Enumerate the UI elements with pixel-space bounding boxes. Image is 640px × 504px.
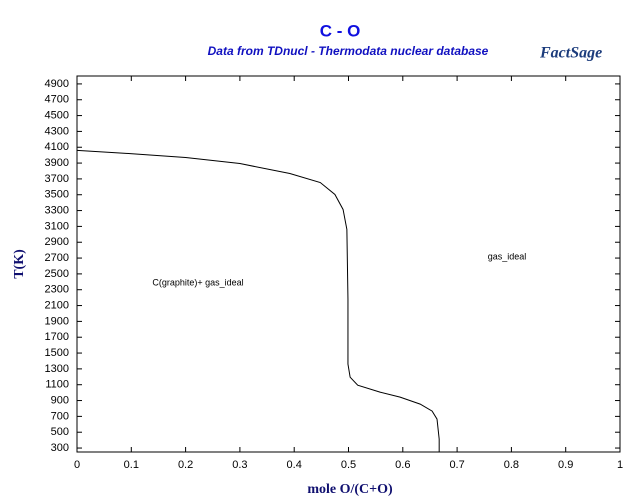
chart-title: C - O xyxy=(320,21,361,40)
y-tick-label: 2100 xyxy=(45,299,69,311)
y-tick-label: 900 xyxy=(51,394,69,406)
x-tick-label: 0.8 xyxy=(504,459,519,471)
y-tick-label: 4700 xyxy=(45,94,69,106)
logo: FactSage xyxy=(539,45,602,62)
x-axis-label: mole O/(C+O) xyxy=(307,482,393,497)
y-tick-label: 2900 xyxy=(45,236,69,248)
y-tick-label: 700 xyxy=(51,410,69,422)
x-tick-label: 0 xyxy=(74,459,80,471)
y-tick-label: 3500 xyxy=(45,189,69,201)
region-label: gas_ideal xyxy=(488,251,527,261)
y-tick-label: 4900 xyxy=(45,78,69,90)
y-tick-label: 3100 xyxy=(45,220,69,232)
y-tick-label: 2500 xyxy=(45,268,69,280)
x-tick-label: 0.5 xyxy=(341,459,356,471)
y-axis-label: T(K) xyxy=(12,249,27,279)
region-label: C(graphite)+ gas_ideal xyxy=(152,277,243,287)
y-tick-label: 1300 xyxy=(45,363,69,375)
chart-subtitle: Data from TDnucl - Thermodata nuclear da… xyxy=(208,44,489,58)
y-tick-label: 1900 xyxy=(45,315,69,327)
y-tick-label: 2700 xyxy=(45,252,69,264)
x-tick-label: 0.7 xyxy=(449,459,464,471)
y-tick-label: 4300 xyxy=(45,125,69,137)
y-tick-label: 3300 xyxy=(45,204,69,216)
x-tick-label: 1 xyxy=(617,459,623,471)
y-tick-label: 500 xyxy=(51,426,69,438)
phase-boundary xyxy=(76,149,440,452)
plot-frame xyxy=(76,75,621,453)
x-tick-label: 0.9 xyxy=(558,459,573,471)
y-tick-label: 2300 xyxy=(45,284,69,296)
x-tick-label: 0.4 xyxy=(287,459,302,471)
y-tick-label: 4100 xyxy=(45,141,69,153)
y-tick-label: 300 xyxy=(51,442,69,454)
y-tick-label: 3900 xyxy=(45,157,69,169)
y-tick-label: 3700 xyxy=(45,173,69,185)
x-tick-label: 0.1 xyxy=(124,459,139,471)
y-tick-label: 1700 xyxy=(45,331,69,343)
x-tick-label: 0.6 xyxy=(395,459,410,471)
y-tick-label: 1500 xyxy=(45,347,69,359)
y-tick-label: 4500 xyxy=(45,109,69,121)
y-tick-label: 1100 xyxy=(45,379,69,391)
x-tick-label: 0.2 xyxy=(178,459,193,471)
x-tick-label: 0.3 xyxy=(232,459,247,471)
